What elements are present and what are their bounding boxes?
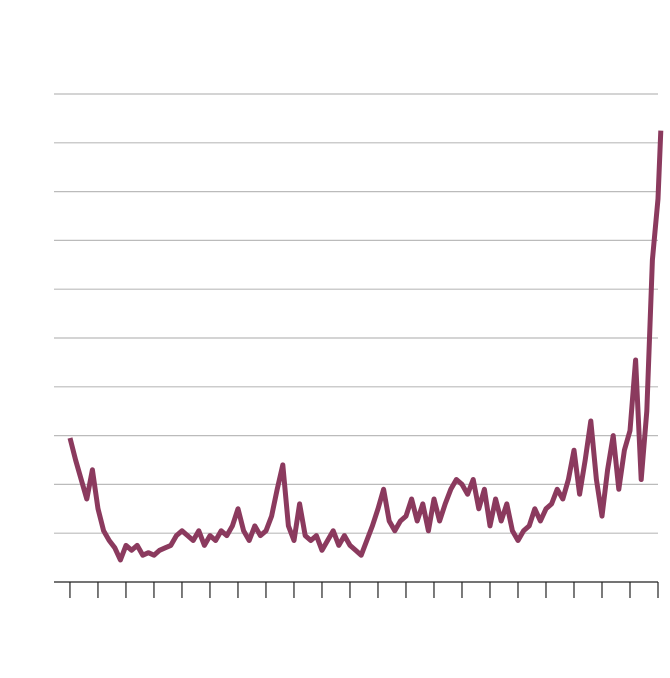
data-line — [67, 130, 664, 563]
